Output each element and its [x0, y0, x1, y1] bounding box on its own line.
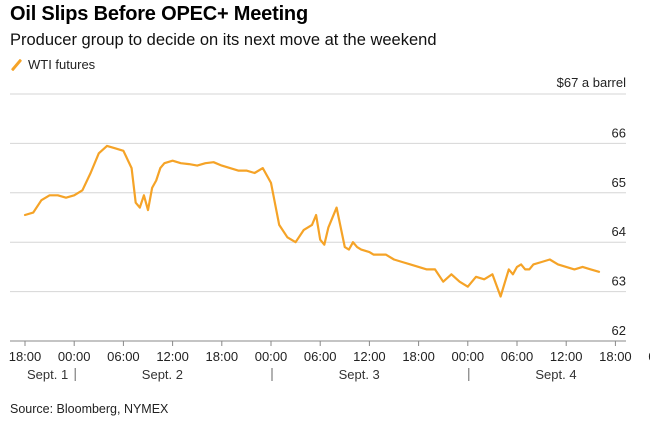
y-axis-unit-label: $67 a barrel [557, 75, 626, 90]
x-tick-label: 00:00 [58, 349, 91, 364]
x-axis: 18:00 00:00 06:00 12:00 18:00 00:00 06:00 12:00… [9, 341, 650, 382]
x-tick-label: 00:00 [255, 349, 288, 364]
x-tick-label: 18:00 [402, 349, 435, 364]
gridlines [10, 93, 626, 342]
x-tick-label: 18:00 [9, 349, 42, 364]
y-tick-label: 63 [612, 274, 626, 289]
source-note: Source: Bloomberg, NYMEX [10, 402, 169, 416]
legend: WTI futures [10, 57, 95, 72]
x-tick-label: 06:00 [304, 349, 337, 364]
y-axis: 62 63 64 65 66 [612, 125, 626, 338]
x-tick-label: 00:00 [648, 349, 650, 364]
x-tick-label: 12:00 [353, 349, 386, 364]
chart-title: Oil Slips Before OPEC+ Meeting [10, 3, 308, 25]
series-line-wti-futures [23, 144, 601, 298]
x-tick-label: 12:00 [550, 349, 583, 364]
x-date-label: Sept. 4 [535, 367, 576, 382]
x-tick-label: 06:00 [107, 349, 140, 364]
x-tick-label: 06:00 [501, 349, 534, 364]
y-tick-label: 66 [612, 125, 626, 140]
y-tick-label: 65 [612, 175, 626, 190]
chart-subtitle: Producer group to decide on its next mov… [10, 31, 437, 49]
y-tick-label: 62 [612, 323, 626, 338]
y-tick-label: 64 [612, 224, 626, 239]
x-date-label: Sept. 3 [339, 367, 380, 382]
x-tick-label: 18:00 [599, 349, 632, 364]
x-tick-label: 12:00 [156, 349, 189, 364]
x-tick-label: 18:00 [206, 349, 239, 364]
x-date-label: Sept. 2 [142, 367, 183, 382]
legend-label: WTI futures [28, 57, 96, 72]
series-group [23, 144, 601, 298]
x-date-label: Sept. 1 [27, 367, 68, 382]
x-tick-label: 00:00 [452, 349, 485, 364]
